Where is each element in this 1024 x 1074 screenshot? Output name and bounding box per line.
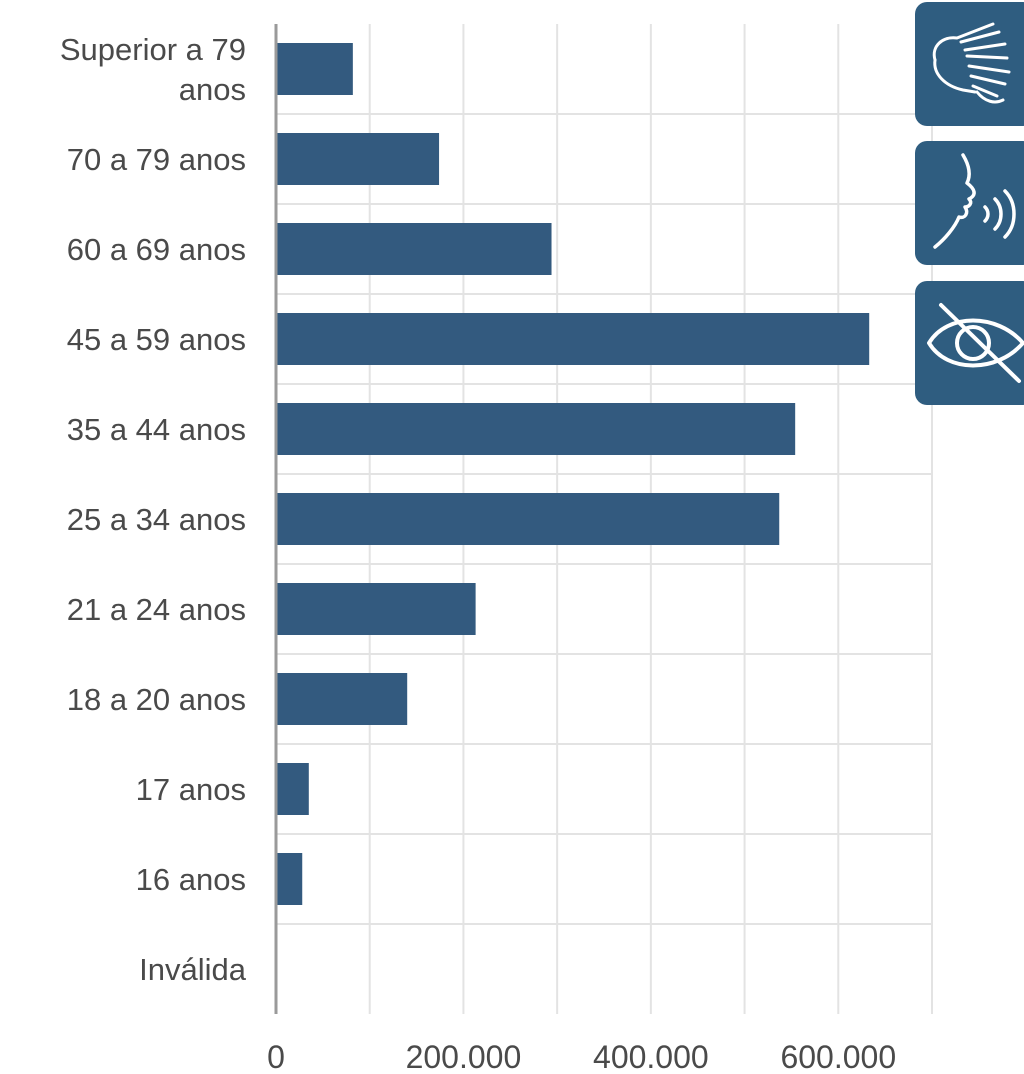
category-label: Inválida — [139, 952, 247, 987]
category-label: 35 a 44 anos — [67, 412, 246, 447]
bar — [277, 43, 353, 95]
sign-language-icon — [932, 22, 1011, 104]
category-label: 16 anos — [136, 862, 246, 897]
bar — [277, 313, 870, 365]
bar — [277, 853, 303, 905]
bar — [277, 133, 440, 185]
category-label: 17 anos — [136, 772, 246, 807]
category-label: 70 a 79 anos — [67, 142, 246, 177]
x-tick-label: 200.000 — [406, 1039, 522, 1074]
category-label: 18 a 20 anos — [67, 682, 246, 717]
low-vision-button[interactable] — [915, 281, 1024, 405]
bar-layer — [277, 43, 870, 905]
category-label: 25 a 34 anos — [67, 502, 246, 537]
category-label: 21 a 24 anos — [67, 592, 246, 627]
x-tick-label: 0 — [267, 1039, 285, 1074]
x-tick-labels: 0 200.000 400.000 600.000 — [267, 1039, 896, 1074]
category-label: 60 a 69 anos — [67, 232, 246, 267]
x-tick-label: 600.000 — [780, 1039, 896, 1074]
bar — [277, 673, 408, 725]
audio-description-button[interactable] — [915, 141, 1024, 265]
bar — [277, 403, 796, 455]
bar — [277, 223, 552, 275]
audio-description-icon — [933, 153, 1016, 249]
category-label: 45 a 59 anos — [67, 322, 246, 357]
bar — [277, 493, 780, 545]
bar — [277, 583, 476, 635]
category-labels: Superior a 79 anos 70 a 79 anos 60 a 69 ano… — [60, 32, 247, 987]
sign-language-button[interactable] — [915, 2, 1024, 126]
bar — [277, 763, 309, 815]
category-label: Superior a 79 anos — [60, 32, 246, 107]
x-tick-label: 400.000 — [593, 1039, 709, 1074]
low-vision-icon — [927, 303, 1024, 383]
